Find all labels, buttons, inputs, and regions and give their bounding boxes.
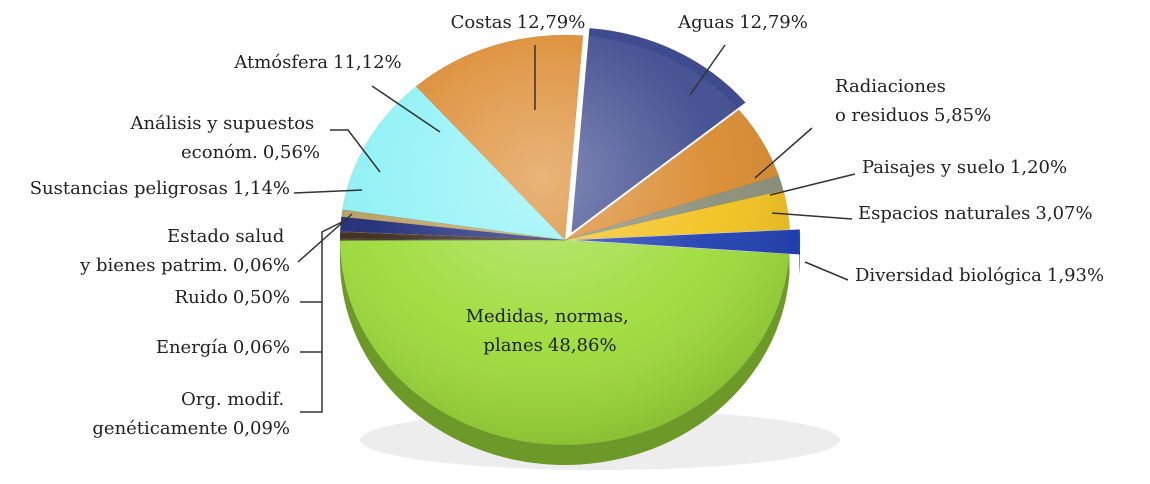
leader-line [297, 213, 353, 263]
slice-label: Atmósfera 11,12% [233, 52, 401, 73]
slice-label: Ruido 0,50% [175, 287, 290, 308]
label-line: económ. [181, 142, 258, 163]
value-label: 5,85% [934, 105, 991, 126]
label-line: Aguas [677, 12, 734, 33]
category-label: Ruido [175, 287, 228, 308]
leader-line [293, 189, 363, 194]
category-label: Sustancias peligrosas [30, 178, 228, 199]
slice-label: Radiaciones o residuos 5,85% [835, 76, 991, 126]
value-label: 0,50% [233, 287, 290, 308]
label-line: Paisajes y suelo [862, 157, 1005, 178]
slice-label: Estado salud y bienes patrim. 0,06% [79, 226, 290, 276]
value-label: 0,09% [233, 418, 290, 439]
category-label: Paisajes y suelo [862, 157, 1005, 178]
slice-side-shade [799, 240, 800, 275]
category-label: Aguas [677, 12, 734, 33]
leader-line [371, 85, 441, 133]
leader-line [754, 127, 813, 179]
value-label: 0,06% [233, 255, 290, 276]
value-label: 1,93% [1047, 265, 1104, 286]
label-line: o residuos [835, 105, 929, 126]
label-line: Ruido [175, 287, 228, 308]
label-line: Sustancias peligrosas [30, 178, 228, 199]
category-label: Radiaciones o residuos [835, 76, 952, 126]
category-label: Atmósfera [233, 52, 328, 73]
slice-side [799, 240, 800, 275]
leader-line [330, 129, 381, 173]
labels: Aguas 12,79%Radiaciones o residuos 5,85%Pa… [30, 12, 1104, 439]
label-line: Energía [156, 337, 228, 358]
value-label: 0,56% [263, 142, 320, 163]
slice-label: Costas 12,79% [451, 12, 586, 33]
value-label: 48,86% [548, 335, 617, 356]
category-label: Energía [156, 337, 228, 358]
category-label: Espacios naturales [858, 203, 1030, 224]
category-label: Estado salud y bienes patrim. [79, 226, 290, 276]
label-line: y bienes patrim. [79, 255, 228, 276]
label-line: Costas [451, 12, 512, 33]
value-label: 1,14% [233, 178, 290, 199]
label-line: Radiaciones [835, 76, 952, 97]
slice-label: Aguas 12,79% [677, 12, 808, 33]
slice-label: Energía 0,06% [156, 337, 290, 358]
label-line: Espacios naturales [858, 203, 1030, 224]
category-label: Medidas, normas, planes [466, 306, 635, 356]
value-label: 12,79% [517, 12, 586, 33]
slice-label: Paisajes y suelo 1,20% [862, 157, 1067, 178]
value-label: 3,07% [1035, 203, 1092, 224]
value-label: 12,79% [739, 12, 808, 33]
label-line: Medidas, normas, [466, 306, 635, 327]
slice-label: Análisis y supuestos económ. 0,56% [129, 113, 320, 163]
category-label: Diversidad biológica [855, 265, 1042, 286]
leader-line [300, 221, 343, 413]
leader-line [689, 44, 726, 96]
category-label: Org. modif. genéticamente [92, 389, 290, 439]
label-line: Org. modif. [181, 389, 290, 410]
slice-label: Org. modif. genéticamente 0,09% [92, 389, 290, 439]
leader-line [804, 261, 849, 281]
value-label: 1,20% [1010, 157, 1067, 178]
leader-lines [293, 44, 856, 413]
leader-line [769, 173, 856, 196]
label-line: planes [483, 335, 543, 356]
label-line: Estado salud [167, 226, 290, 247]
value-label: 11,12% [333, 52, 402, 73]
category-label: Costas [451, 12, 512, 33]
label-line: Diversidad biológica [855, 265, 1042, 286]
label-line: Análisis y supuestos [129, 113, 320, 134]
slice-label: Sustancias peligrosas 1,14% [30, 178, 290, 199]
value-label: 0,06% [233, 337, 290, 358]
slice-label: Diversidad biológica 1,93% [855, 265, 1104, 286]
label-line: Atmósfera [233, 52, 328, 73]
leader-line [771, 212, 853, 220]
label-line: genéticamente [92, 418, 227, 439]
pie [339, 27, 801, 466]
slice-label: Medidas, normas, planes 48,86% [466, 306, 635, 356]
category-label: Análisis y supuestos económ. [129, 113, 320, 163]
slice-label: Espacios naturales 3,07% [858, 203, 1093, 224]
